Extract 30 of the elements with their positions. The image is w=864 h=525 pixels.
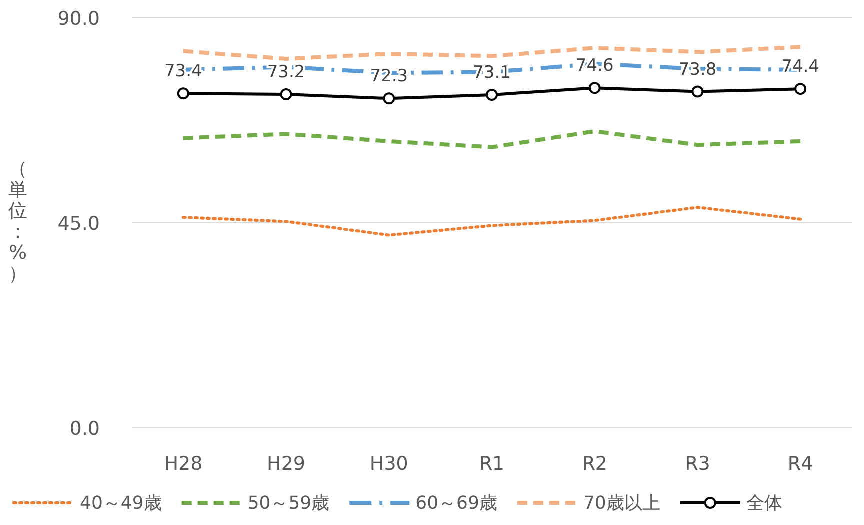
- data-label: 73.2: [267, 62, 306, 83]
- legend-label: 50～59歳: [248, 493, 330, 514]
- x-tick-label: R1: [479, 453, 505, 475]
- point: [280, 88, 292, 101]
- legend-label: 60～69歳: [416, 493, 498, 514]
- line-series: [181, 129, 803, 150]
- legend-label: 70歳以上: [583, 493, 660, 514]
- x-tick-label: H28: [164, 453, 203, 475]
- data-label: 73.1: [473, 62, 511, 83]
- point: [177, 88, 190, 100]
- y-axis-title: （単位：%）: [8, 158, 28, 285]
- legend-label: 40～49歳: [80, 493, 162, 514]
- y-tick-label: 90.0: [58, 8, 100, 30]
- point: [692, 86, 704, 98]
- x-tick-label: R2: [582, 453, 608, 475]
- point: [486, 88, 498, 101]
- line-series: [182, 206, 802, 237]
- point: [383, 92, 396, 105]
- x-tick-label: R3: [685, 453, 710, 475]
- y-tick-label: 45.0: [58, 213, 100, 235]
- data-label: 73.4: [164, 62, 202, 82]
- point: [588, 82, 601, 94]
- legend-label: 全体: [746, 493, 782, 514]
- y-tick-label: 0.0: [70, 418, 100, 440]
- point: [794, 83, 807, 96]
- x-tick-label: R4: [788, 453, 814, 475]
- x-tick-label: H29: [267, 453, 306, 475]
- data-label: 73.8: [678, 60, 717, 80]
- data-label: 74.4: [782, 57, 820, 78]
- x-tick-label: H30: [370, 453, 408, 475]
